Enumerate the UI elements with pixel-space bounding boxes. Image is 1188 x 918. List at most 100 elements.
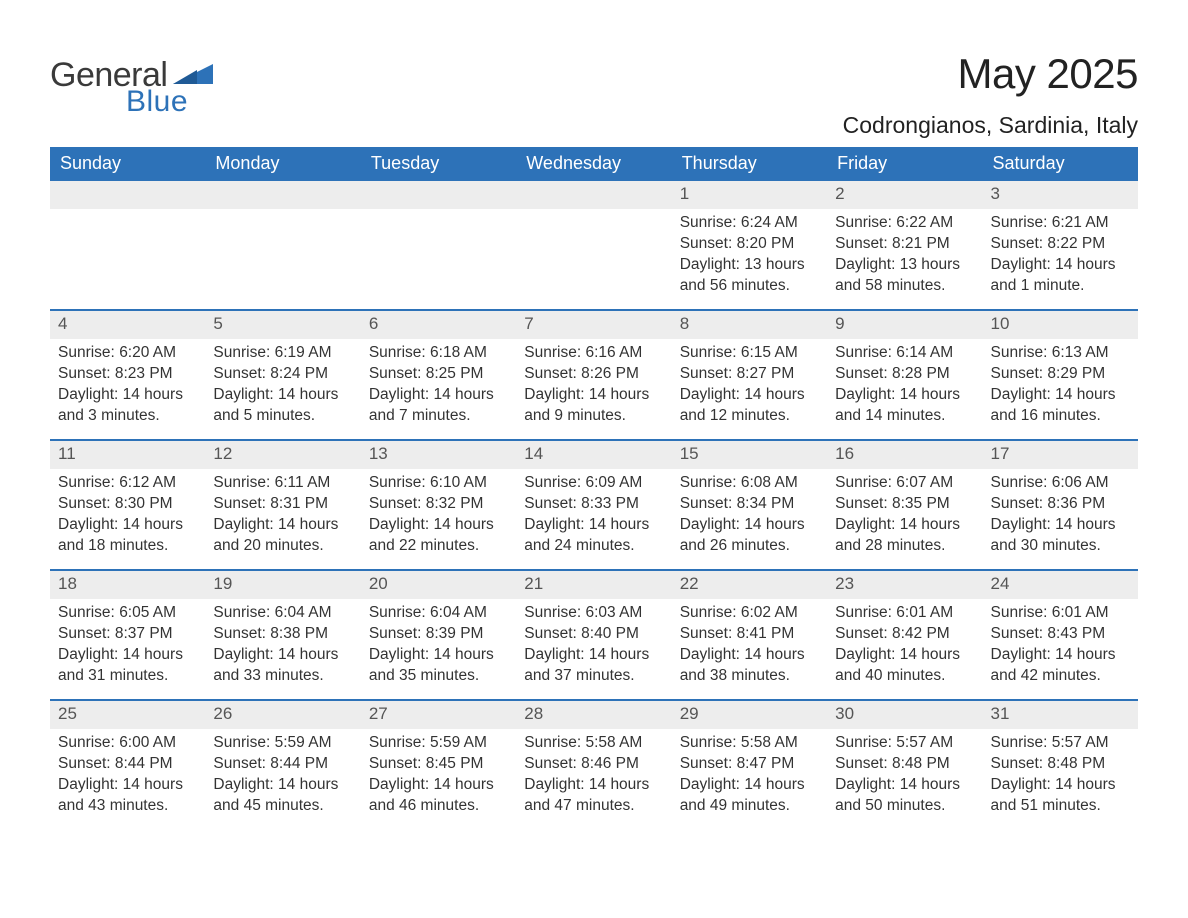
sunset-label: Sunset: bbox=[524, 755, 577, 772]
daylight-line: Daylight: 14 hours and 46 minutes. bbox=[369, 775, 508, 817]
day-number-empty bbox=[205, 181, 360, 209]
sunrise-line: Sunrise: 6:14 AM bbox=[835, 343, 974, 364]
day-body: Sunrise: 6:11 AMSunset: 8:31 PMDaylight:… bbox=[205, 473, 360, 557]
daylight-line: Daylight: 14 hours and 16 minutes. bbox=[991, 385, 1130, 427]
sunrise-value: 6:01 AM bbox=[896, 604, 953, 621]
location-subtitle: Codrongianos, Sardinia, Italy bbox=[843, 112, 1138, 139]
sunset-line: Sunset: 8:44 PM bbox=[213, 754, 352, 775]
day-number: 9 bbox=[827, 311, 982, 339]
daylight-line: Daylight: 14 hours and 49 minutes. bbox=[680, 775, 819, 817]
day-number: 29 bbox=[672, 701, 827, 729]
daylight-line: Daylight: 14 hours and 12 minutes. bbox=[680, 385, 819, 427]
day-body: Sunrise: 6:07 AMSunset: 8:35 PMDaylight:… bbox=[827, 473, 982, 557]
sunset-line: Sunset: 8:24 PM bbox=[213, 364, 352, 385]
sunset-value: 8:33 PM bbox=[581, 495, 639, 512]
sunrise-value: 6:24 AM bbox=[741, 214, 798, 231]
sunrise-line: Sunrise: 6:15 AM bbox=[680, 343, 819, 364]
sunset-value: 8:24 PM bbox=[270, 365, 328, 382]
sunset-label: Sunset: bbox=[680, 235, 733, 252]
sunrise-label: Sunrise: bbox=[213, 474, 270, 491]
dow-cell: Thursday bbox=[672, 147, 827, 181]
sunrise-line: Sunrise: 6:16 AM bbox=[524, 343, 663, 364]
sunrise-label: Sunrise: bbox=[58, 474, 115, 491]
sunrise-line: Sunrise: 6:01 AM bbox=[991, 603, 1130, 624]
day-cell: 20Sunrise: 6:04 AMSunset: 8:39 PMDayligh… bbox=[361, 571, 516, 699]
sunrise-label: Sunrise: bbox=[524, 734, 581, 751]
day-number: 23 bbox=[827, 571, 982, 599]
sunrise-line: Sunrise: 5:58 AM bbox=[524, 733, 663, 754]
sunrise-value: 6:11 AM bbox=[275, 474, 331, 491]
day-body: Sunrise: 6:02 AMSunset: 8:41 PMDaylight:… bbox=[672, 603, 827, 687]
sunset-line: Sunset: 8:35 PM bbox=[835, 494, 974, 515]
day-body: Sunrise: 5:59 AMSunset: 8:44 PMDaylight:… bbox=[205, 733, 360, 817]
sunrise-line: Sunrise: 6:08 AM bbox=[680, 473, 819, 494]
sunset-label: Sunset: bbox=[835, 235, 888, 252]
sunset-label: Sunset: bbox=[680, 495, 733, 512]
day-body: Sunrise: 6:12 AMSunset: 8:30 PMDaylight:… bbox=[50, 473, 205, 557]
sunset-label: Sunset: bbox=[991, 625, 1044, 642]
day-cell bbox=[516, 181, 671, 309]
sunrise-line: Sunrise: 6:04 AM bbox=[369, 603, 508, 624]
sunset-label: Sunset: bbox=[58, 365, 111, 382]
daylight-label: Daylight: bbox=[680, 256, 740, 273]
sunrise-line: Sunrise: 6:20 AM bbox=[58, 343, 197, 364]
daylight-line: Daylight: 14 hours and 3 minutes. bbox=[58, 385, 197, 427]
sunset-line: Sunset: 8:46 PM bbox=[524, 754, 663, 775]
sunrise-value: 6:09 AM bbox=[585, 474, 642, 491]
header: General Blue May 2025 Codrongianos, Sard… bbox=[50, 50, 1138, 139]
sunset-label: Sunset: bbox=[680, 365, 733, 382]
day-cell: 15Sunrise: 6:08 AMSunset: 8:34 PMDayligh… bbox=[672, 441, 827, 569]
daylight-line: Daylight: 14 hours and 5 minutes. bbox=[213, 385, 352, 427]
sunrise-line: Sunrise: 6:09 AM bbox=[524, 473, 663, 494]
day-body: Sunrise: 6:04 AMSunset: 8:38 PMDaylight:… bbox=[205, 603, 360, 687]
sunset-line: Sunset: 8:25 PM bbox=[369, 364, 508, 385]
dow-cell: Monday bbox=[205, 147, 360, 181]
daylight-line: Daylight: 14 hours and 51 minutes. bbox=[991, 775, 1130, 817]
daylight-label: Daylight: bbox=[991, 386, 1051, 403]
sunrise-line: Sunrise: 6:22 AM bbox=[835, 213, 974, 234]
sunrise-line: Sunrise: 6:04 AM bbox=[213, 603, 352, 624]
sunrise-label: Sunrise: bbox=[991, 214, 1048, 231]
day-cell: 27Sunrise: 5:59 AMSunset: 8:45 PMDayligh… bbox=[361, 701, 516, 829]
day-cell: 19Sunrise: 6:04 AMSunset: 8:38 PMDayligh… bbox=[205, 571, 360, 699]
brand-logo: General Blue bbox=[50, 50, 213, 119]
title-block: May 2025 Codrongianos, Sardinia, Italy bbox=[843, 50, 1138, 139]
sunset-label: Sunset: bbox=[835, 495, 888, 512]
daylight-line: Daylight: 14 hours and 42 minutes. bbox=[991, 645, 1130, 687]
day-cell: 26Sunrise: 5:59 AMSunset: 8:44 PMDayligh… bbox=[205, 701, 360, 829]
sunrise-value: 6:12 AM bbox=[119, 474, 176, 491]
daylight-label: Daylight: bbox=[524, 776, 584, 793]
daylight-label: Daylight: bbox=[213, 516, 273, 533]
week-row: 25Sunrise: 6:00 AMSunset: 8:44 PMDayligh… bbox=[50, 699, 1138, 829]
calendar-grid: SundayMondayTuesdayWednesdayThursdayFrid… bbox=[50, 147, 1138, 829]
day-cell: 22Sunrise: 6:02 AMSunset: 8:41 PMDayligh… bbox=[672, 571, 827, 699]
sunset-value: 8:25 PM bbox=[426, 365, 484, 382]
sunset-line: Sunset: 8:45 PM bbox=[369, 754, 508, 775]
daylight-line: Daylight: 14 hours and 18 minutes. bbox=[58, 515, 197, 557]
sunrise-label: Sunrise: bbox=[835, 214, 892, 231]
daylight-label: Daylight: bbox=[524, 386, 584, 403]
sunset-line: Sunset: 8:39 PM bbox=[369, 624, 508, 645]
sunset-label: Sunset: bbox=[991, 235, 1044, 252]
sunset-label: Sunset: bbox=[58, 625, 111, 642]
day-number: 4 bbox=[50, 311, 205, 339]
sunrise-line: Sunrise: 5:57 AM bbox=[991, 733, 1130, 754]
daylight-label: Daylight: bbox=[835, 386, 895, 403]
sunrise-line: Sunrise: 5:59 AM bbox=[213, 733, 352, 754]
sunrise-value: 6:19 AM bbox=[275, 344, 332, 361]
sunset-label: Sunset: bbox=[524, 625, 577, 642]
day-body: Sunrise: 6:13 AMSunset: 8:29 PMDaylight:… bbox=[983, 343, 1138, 427]
sunrise-label: Sunrise: bbox=[680, 604, 737, 621]
sunrise-label: Sunrise: bbox=[213, 604, 270, 621]
sunrise-label: Sunrise: bbox=[991, 604, 1048, 621]
day-body: Sunrise: 6:04 AMSunset: 8:39 PMDaylight:… bbox=[361, 603, 516, 687]
day-number: 25 bbox=[50, 701, 205, 729]
sunset-label: Sunset: bbox=[369, 495, 422, 512]
sunset-line: Sunset: 8:40 PM bbox=[524, 624, 663, 645]
sunrise-value: 6:04 AM bbox=[275, 604, 332, 621]
sunrise-label: Sunrise: bbox=[991, 474, 1048, 491]
sunset-label: Sunset: bbox=[680, 755, 733, 772]
sunset-label: Sunset: bbox=[369, 625, 422, 642]
sunset-line: Sunset: 8:48 PM bbox=[991, 754, 1130, 775]
dow-cell: Tuesday bbox=[361, 147, 516, 181]
